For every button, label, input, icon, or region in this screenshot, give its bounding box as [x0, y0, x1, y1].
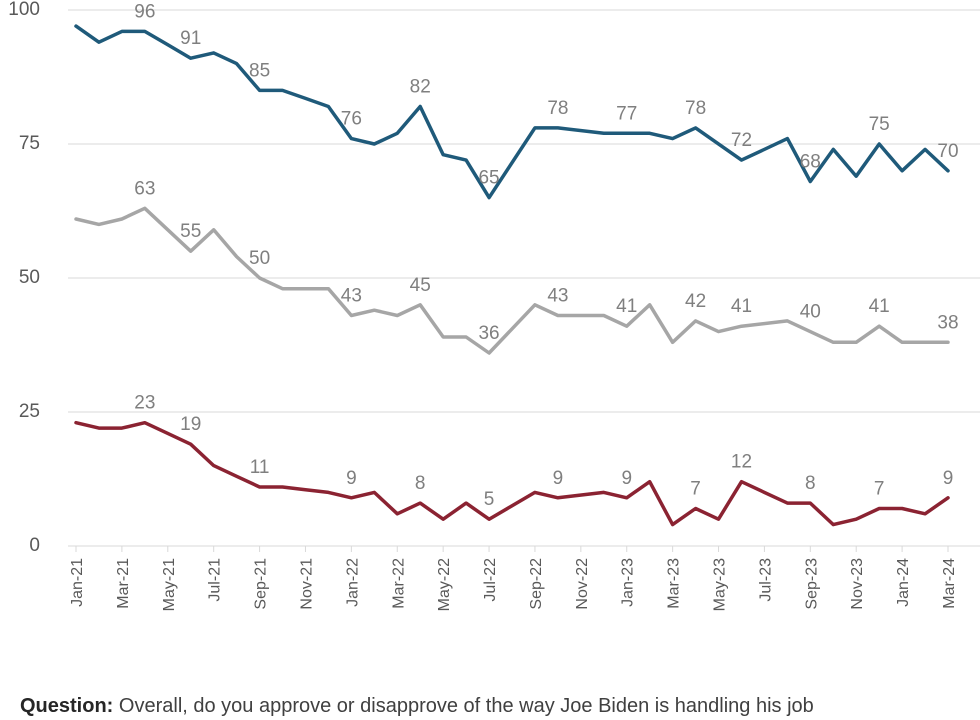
data-label: 41: [869, 296, 890, 317]
data-label: 41: [616, 296, 637, 317]
x-tick-label: May-23: [712, 558, 729, 611]
x-tick-label: Mar-24: [941, 558, 958, 609]
data-label: 5: [484, 489, 495, 510]
data-label: 41: [731, 296, 752, 317]
x-tick-label: Jul-23: [757, 558, 774, 602]
data-label: 82: [410, 76, 431, 97]
x-tick-label: Jul-21: [207, 558, 224, 602]
x-tick-label: Jan-21: [69, 558, 86, 607]
data-label: 72: [731, 130, 752, 151]
x-tick-label: Mar-23: [666, 558, 683, 609]
x-tick-label: Sep-21: [253, 558, 270, 610]
data-label: 9: [346, 468, 357, 489]
x-tick-label: Jan-24: [895, 558, 912, 607]
data-label: 40: [800, 302, 821, 323]
data-label: 38: [937, 312, 958, 333]
footnote-prefix: Question:: [20, 695, 114, 717]
data-label: 78: [547, 98, 568, 119]
data-label: 7: [874, 478, 885, 499]
x-tick-label: Jan-22: [344, 558, 361, 607]
x-tick-label: Jul-22: [482, 558, 499, 602]
x-tick-label: Nov-22: [574, 558, 591, 610]
y-tick-label: 100: [8, 0, 40, 20]
x-tick-label: Sep-23: [803, 558, 820, 610]
data-label: 12: [731, 452, 752, 473]
x-tick-label: Mar-22: [390, 558, 407, 609]
data-label: 36: [478, 323, 499, 344]
data-label: 65: [478, 168, 499, 189]
data-label: 96: [134, 1, 155, 22]
data-label: 7: [690, 478, 701, 499]
data-label: 70: [937, 141, 958, 162]
data-label: 78: [685, 98, 706, 119]
x-tick-label: Nov-23: [849, 558, 866, 610]
data-label: 50: [249, 248, 270, 269]
y-tick-label: 25: [19, 401, 40, 422]
gridlines: [68, 9, 980, 547]
data-label: 19: [180, 414, 201, 435]
series-line-3: [74, 420, 950, 527]
data-label: 45: [410, 275, 431, 296]
data-label: 23: [134, 393, 155, 414]
series-line-2: [74, 206, 950, 355]
series-line-1: [74, 24, 950, 200]
data-label: 55: [180, 221, 201, 242]
data-label: 8: [415, 473, 426, 494]
x-tick-label: Jan-23: [620, 558, 637, 607]
data-label: 85: [249, 60, 270, 81]
data-label: 8: [805, 473, 816, 494]
data-label: 91: [180, 28, 201, 49]
y-axis-ticks: 0 25 50 75 100: [8, 0, 40, 556]
data-label: 11: [250, 457, 270, 478]
y-tick-label: 75: [19, 133, 40, 154]
data-label: 9: [943, 468, 954, 489]
data-label: 43: [547, 286, 568, 307]
data-label: 42: [685, 291, 706, 312]
x-tick-label: Nov-21: [298, 558, 315, 610]
x-tick-label: May-22: [436, 558, 453, 611]
data-label: 43: [341, 286, 362, 307]
y-tick-label: 50: [19, 267, 40, 288]
x-axis-ticks: Jan-21 Mar-21 May-21 Jul-21 Sep-21 Nov-21 Jan-…: [69, 546, 958, 611]
y-tick-label: 0: [29, 535, 40, 556]
data-label: 9: [553, 468, 564, 489]
data-label: 68: [800, 152, 821, 173]
x-tick-label: Sep-22: [528, 558, 545, 610]
question-footnote: Question: Overall, do you approve or dis…: [20, 695, 814, 718]
footnote-text: Overall, do you approve or disapprove of…: [118, 695, 814, 717]
data-label: 9: [621, 468, 632, 489]
x-tick-label: May-21: [161, 558, 178, 611]
x-tick-label: Mar-21: [115, 558, 132, 609]
data-label: 77: [616, 103, 637, 124]
data-label: 76: [341, 109, 362, 130]
data-label: 63: [134, 178, 155, 199]
data-label: 75: [869, 114, 890, 135]
series-lines: [74, 24, 950, 527]
